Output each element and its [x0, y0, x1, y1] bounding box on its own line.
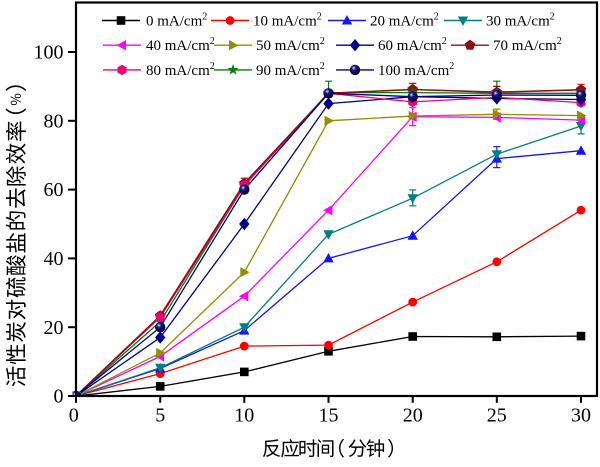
svg-text:10: 10 — [234, 405, 254, 427]
svg-text:20: 20 — [403, 405, 423, 427]
svg-text:40 mA/cm2: 40 mA/cm2 — [146, 36, 215, 54]
svg-text:80 mA/cm2: 80 mA/cm2 — [146, 61, 215, 79]
svg-text:80: 80 — [44, 110, 64, 132]
svg-text:50 mA/cm2: 50 mA/cm2 — [256, 36, 325, 54]
svg-text:5: 5 — [155, 405, 165, 427]
svg-text:0 mA/cm2: 0 mA/cm2 — [146, 12, 207, 30]
svg-text:20: 20 — [44, 317, 64, 339]
svg-text:100 mA/cm2: 100 mA/cm2 — [378, 61, 454, 79]
svg-text:70 mA/cm2: 70 mA/cm2 — [493, 36, 562, 54]
svg-text:30: 30 — [571, 405, 591, 427]
svg-text:15: 15 — [319, 405, 339, 427]
svg-text:90 mA/cm2: 90 mA/cm2 — [256, 61, 325, 79]
svg-text:20 mA/cm2: 20 mA/cm2 — [370, 12, 439, 30]
svg-text:0: 0 — [54, 386, 64, 408]
svg-text:10 mA/cm2: 10 mA/cm2 — [253, 12, 322, 30]
svg-text:30 mA/cm2: 30 mA/cm2 — [486, 12, 555, 30]
svg-text:100: 100 — [34, 42, 64, 64]
svg-text:25: 25 — [487, 405, 507, 427]
svg-text:60: 60 — [44, 179, 64, 201]
svg-text:0: 0 — [69, 405, 79, 427]
svg-text:40: 40 — [44, 248, 64, 270]
svg-text:60 mA/cm2: 60 mA/cm2 — [378, 36, 447, 54]
